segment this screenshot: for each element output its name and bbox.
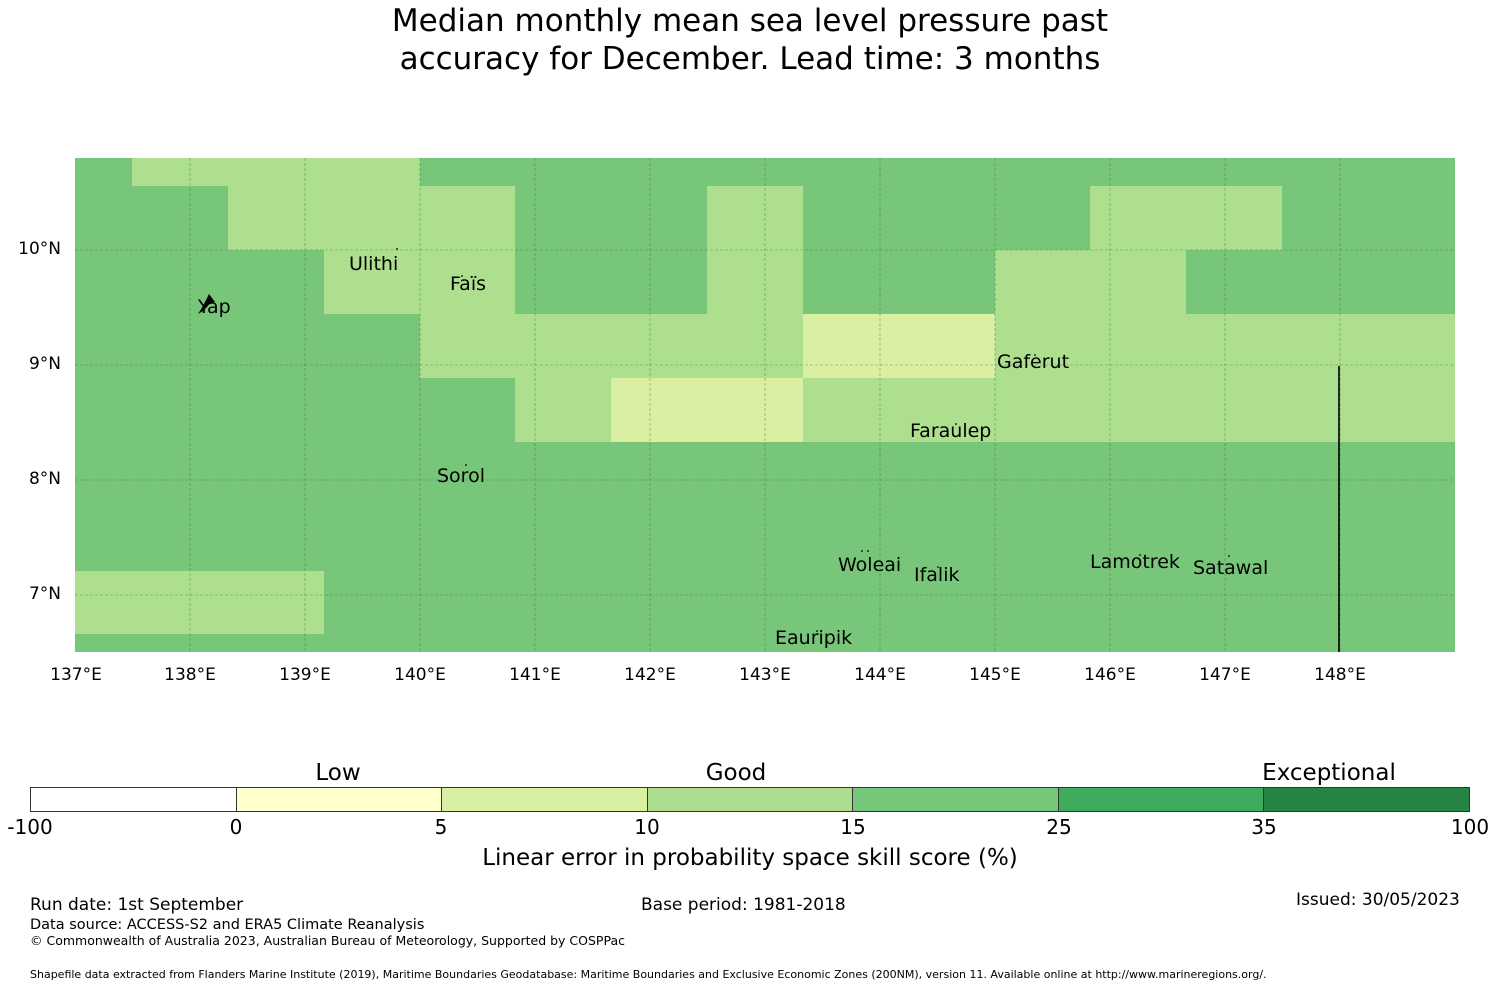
colorbar-category-low: Low bbox=[315, 760, 361, 786]
colorbar-bin bbox=[853, 788, 1059, 811]
lon-label-148e: 148°E bbox=[1314, 665, 1366, 685]
skill-cell bbox=[515, 378, 611, 442]
lat-label-10n: 10°N bbox=[18, 239, 61, 259]
copyright: © Commonwealth of Australia 2023, Austra… bbox=[30, 933, 625, 948]
place-faraulep: Faraulep bbox=[910, 420, 992, 442]
place-lamotrek: Lamotrek bbox=[1090, 551, 1180, 573]
lamotrek-marker bbox=[1139, 554, 1141, 556]
colorbar-tick: 25 bbox=[1046, 815, 1072, 839]
island-markers bbox=[198, 248, 1230, 632]
place-woleai: Woleai bbox=[838, 554, 902, 576]
colorbar-bin bbox=[1264, 788, 1470, 811]
place-sorol: Sorol bbox=[437, 465, 485, 487]
graticule bbox=[75, 158, 1455, 652]
place-yap: Yap bbox=[198, 296, 231, 318]
skill-cell bbox=[611, 378, 803, 442]
place-gaferut: Gaferut bbox=[997, 351, 1070, 373]
colorbar-bin bbox=[236, 788, 443, 811]
colorbar-tick: 5 bbox=[434, 815, 448, 839]
ulithi-marker bbox=[396, 248, 398, 250]
skill-cell bbox=[1090, 186, 1282, 250]
skill-cell bbox=[420, 314, 803, 378]
lon-label-139e: 139°E bbox=[279, 665, 331, 685]
place-ifalik: Ifalik bbox=[914, 564, 960, 586]
skill-map bbox=[75, 158, 1455, 652]
colorbar-tick: 0 bbox=[229, 815, 243, 839]
run-date: Run date: 1st September bbox=[30, 895, 244, 915]
yap-island bbox=[198, 294, 215, 314]
gaferut-marker bbox=[1034, 354, 1036, 356]
colorbar-tick: 10 bbox=[634, 815, 660, 839]
lon-label-138e: 138°E bbox=[164, 665, 216, 685]
colorbar-bin bbox=[31, 788, 237, 811]
place-fais: Faïs bbox=[450, 273, 487, 295]
base-period: Base period: 1981-2018 bbox=[641, 895, 846, 915]
woleai-marker-1 bbox=[861, 550, 863, 552]
chart-title-line1: Median monthly mean sea level pressure p… bbox=[391, 3, 1109, 39]
eauripik-marker bbox=[816, 630, 818, 632]
skill-cell bbox=[75, 571, 324, 634]
data-source: Data source: ACCESS-S2 and ERA5 Climate … bbox=[30, 917, 425, 933]
lon-label-141e: 141°E bbox=[509, 665, 561, 685]
skill-cell bbox=[420, 250, 515, 314]
lon-label-137e: 137°E bbox=[50, 665, 102, 685]
skill-cell bbox=[324, 250, 420, 314]
lat-label-7n: 7°N bbox=[28, 584, 61, 604]
place-satawal: Satawal bbox=[1193, 557, 1269, 579]
colorbar-tick: 15 bbox=[840, 815, 866, 839]
lon-label-147e: 147°E bbox=[1199, 665, 1251, 685]
colorbar-category-good: Good bbox=[705, 760, 767, 786]
colorbar bbox=[30, 787, 1470, 812]
colorbar-label: Linear error in probability space skill … bbox=[482, 845, 1018, 871]
fais-marker bbox=[461, 275, 463, 277]
faraulep-marker bbox=[955, 423, 957, 425]
colorbar-bin bbox=[647, 788, 854, 811]
lon-label-142e: 142°E bbox=[624, 665, 676, 685]
issued-date: Issued: 30/05/2023 bbox=[1296, 890, 1460, 910]
place-ulithi: Ulithi bbox=[349, 253, 399, 275]
shapefile-credit: Shapefile data extracted from Flanders M… bbox=[30, 968, 1267, 981]
skill-cell bbox=[803, 314, 995, 378]
lon-label-144e: 144°E bbox=[854, 665, 906, 685]
lon-label-140e: 140°E bbox=[394, 665, 446, 685]
chart-title-line2: accuracy for December. Lead time: 3 mont… bbox=[399, 41, 1101, 77]
sorol-marker bbox=[465, 464, 467, 466]
woleai-marker-2 bbox=[867, 550, 869, 552]
skill-cell bbox=[132, 158, 420, 186]
lat-label-9n: 9°N bbox=[28, 354, 61, 374]
place-eauripik: Eauripik bbox=[775, 627, 853, 649]
lon-label-146e: 146°E bbox=[1084, 665, 1136, 685]
colorbar-bin bbox=[442, 788, 648, 811]
ifalik-marker bbox=[937, 566, 939, 568]
satawal-marker bbox=[1228, 555, 1230, 557]
colorbar-tick: 100 bbox=[1450, 815, 1490, 839]
skill-cell bbox=[228, 186, 420, 250]
skill-cell bbox=[420, 186, 515, 250]
colorbar-tick: 35 bbox=[1251, 815, 1277, 839]
lon-label-143e: 143°E bbox=[739, 665, 791, 685]
lon-label-145e: 145°E bbox=[969, 665, 1021, 685]
skill-cell bbox=[995, 250, 1186, 314]
colorbar-category-exceptional: Exceptional bbox=[1262, 760, 1396, 786]
colorbar-bin bbox=[1058, 788, 1265, 811]
skill-cell bbox=[803, 378, 995, 442]
lat-label-8n: 8°N bbox=[28, 469, 61, 489]
colorbar-tick: -100 bbox=[7, 815, 53, 839]
